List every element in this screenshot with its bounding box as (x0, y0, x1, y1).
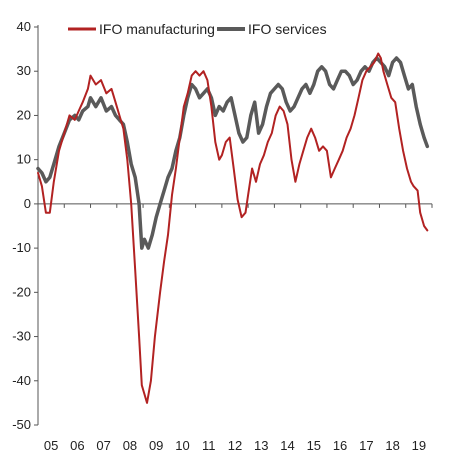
y-tick-label: 40 (17, 19, 31, 34)
legend: IFO manufacturing IFO services (68, 21, 327, 37)
x-tick-label: 05 (44, 438, 58, 453)
y-tick-label: -50 (12, 417, 31, 432)
y-tick-label: -10 (12, 240, 31, 255)
x-tick-label: 07 (96, 438, 110, 453)
legend-label-ifo-manufacturing: IFO manufacturing (99, 21, 215, 37)
x-tick-label: 18 (385, 438, 399, 453)
legend-label-ifo-services: IFO services (248, 21, 327, 37)
x-tick-label: 06 (70, 438, 84, 453)
x-tick-label: 19 (412, 438, 426, 453)
series-layer (36, 52, 430, 404)
x-axis: 05 06 07 08 09 10 11 12 13 14 15 16 17 18 19 (37, 203, 433, 453)
x-tick-label: 12 (228, 438, 242, 453)
y-axis: 40 30 20 10 0 -10 -20 -30 -40 -50 (12, 19, 39, 432)
x-tick-label: 10 (175, 438, 189, 453)
y-tick-label: -40 (12, 373, 31, 388)
x-tick-label: 09 (149, 438, 163, 453)
series-line-ifo-manufacturing (37, 52, 429, 404)
y-tick-label: -20 (12, 284, 31, 299)
x-tick-label: 11 (202, 438, 216, 453)
y-tick-label: 0 (24, 196, 31, 211)
x-tick-label: 15 (307, 438, 321, 453)
y-tick-label: 10 (17, 152, 31, 167)
series-line-ifo-services (36, 56, 430, 250)
y-tick-label: 20 (17, 107, 31, 122)
y-tick-label: -30 (12, 329, 31, 344)
x-tick-label: 08 (123, 438, 137, 453)
x-tick-label: 13 (254, 438, 268, 453)
x-tick-label: 17 (359, 438, 373, 453)
x-tick-label: 14 (280, 438, 294, 453)
x-tick-label: 16 (333, 438, 347, 453)
y-tick-label: 30 (17, 63, 31, 78)
